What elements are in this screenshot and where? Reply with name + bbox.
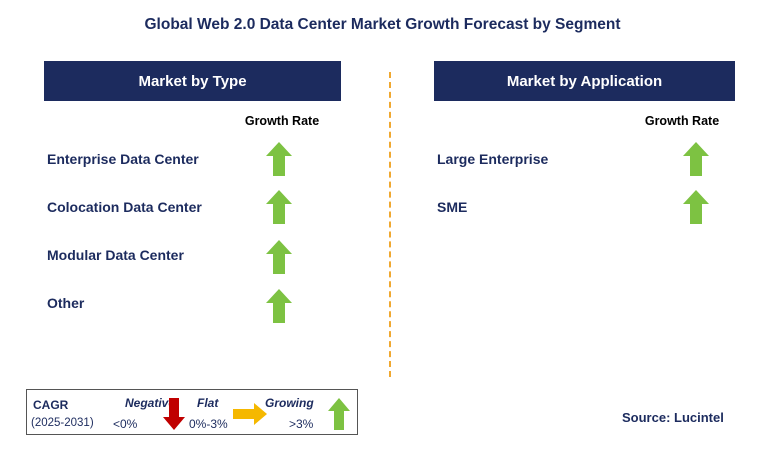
legend-period: (2025-2031) (31, 417, 94, 429)
down-arrow-icon (163, 398, 185, 430)
up-arrow-icon (266, 240, 292, 274)
legend-cagr-label: CAGR (33, 398, 69, 412)
segment-label-large-enterprise: Large Enterprise (437, 151, 549, 167)
market-by-type-header: Market by Type (44, 61, 341, 101)
legend-flat-range: 0%-3% (189, 417, 228, 431)
page-title: Global Web 2.0 Data Center Market Growth… (144, 16, 621, 33)
legend-growing-range: >3% (289, 417, 314, 431)
up-arrow-icon (266, 142, 292, 176)
right-arrow-icon (233, 403, 267, 425)
legend-growing-label: Growing (265, 396, 314, 410)
segment-label-colocation-data-center: Colocation Data Center (47, 199, 202, 215)
up-arrow-icon (683, 142, 709, 176)
segment-label-other: Other (47, 295, 85, 311)
legend-negative-label: Negative (125, 396, 176, 410)
market-by-application-header: Market by Application (434, 61, 735, 101)
panel-divider (389, 72, 391, 377)
source-note: Source: Lucintel (622, 410, 724, 425)
up-arrow-icon (266, 190, 292, 224)
up-arrow-icon (328, 398, 350, 430)
left-growth-rate-label: Growth Rate (244, 114, 320, 128)
cagr-legend: CAGR (2025-2031) Negative <0% Flat 0%-3%… (26, 389, 358, 435)
segment-label-modular-data-center: Modular Data Center (47, 247, 184, 263)
legend-negative-range: <0% (113, 417, 138, 431)
up-arrow-icon (266, 289, 292, 323)
right-growth-rate-label: Growth Rate (644, 114, 720, 128)
legend-flat-label: Flat (197, 396, 219, 410)
segment-label-enterprise-data-center: Enterprise Data Center (47, 151, 199, 167)
up-arrow-icon (683, 190, 709, 224)
segment-label-sme: SME (437, 199, 468, 215)
